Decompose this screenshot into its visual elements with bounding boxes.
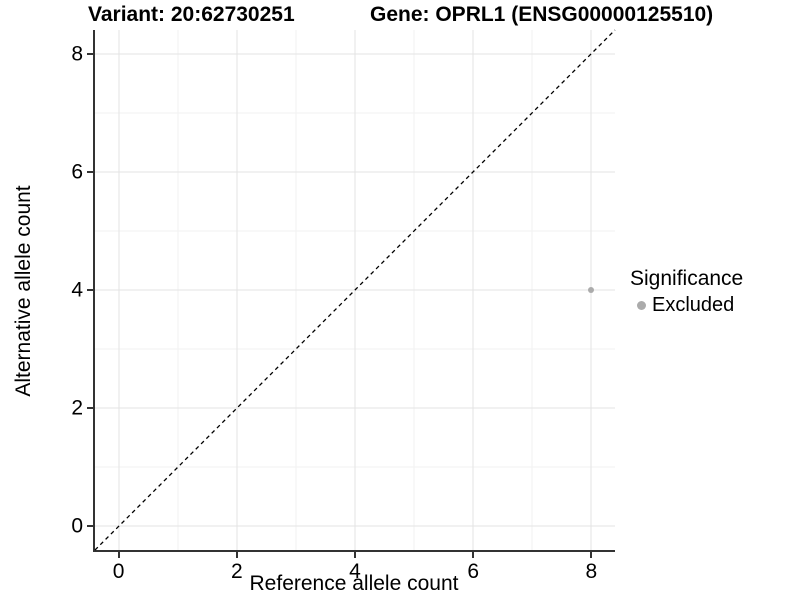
y-major-gridline xyxy=(95,407,615,409)
legend: Significance Excluded xyxy=(630,266,743,317)
x-tick-label: 6 xyxy=(467,560,480,583)
plot-panel: 0 2 4 6 8 0 2 4 6 8 xyxy=(71,30,615,583)
y-tick-label: 8 xyxy=(71,42,83,66)
y-tick-mark xyxy=(87,52,93,55)
y-tick-mark xyxy=(87,407,93,410)
x-tick-mark xyxy=(472,552,475,558)
y-tick-mark xyxy=(87,525,93,528)
y-major-gridline xyxy=(95,525,615,527)
legend-item-label: Excluded xyxy=(652,294,735,316)
y-tick-label: 4 xyxy=(71,278,83,302)
x-tick-mark xyxy=(590,552,593,558)
identity-dashed-line xyxy=(95,30,615,550)
y-tick-label: 6 xyxy=(71,160,83,184)
y-tick-label: 0 xyxy=(71,514,83,538)
data-point xyxy=(588,287,595,293)
x-tick-mark xyxy=(117,552,120,558)
y-major-gridline xyxy=(95,53,615,55)
y-tick-mark xyxy=(87,170,93,173)
y-axis-title: Alternative allele count xyxy=(12,185,35,397)
x-tick-label: 0 xyxy=(112,560,125,583)
plot-title-variant: Variant: 20:62730251 xyxy=(88,3,295,26)
y-tick-mark xyxy=(87,289,93,291)
x-tick-mark xyxy=(235,552,238,558)
identity-line-layer xyxy=(95,30,615,550)
x-tick-mark xyxy=(354,552,356,558)
y-tick-label: 2 xyxy=(71,396,83,420)
y-major-gridline xyxy=(95,171,615,173)
legend-marker-circle-icon xyxy=(637,300,646,310)
legend-title: Significance xyxy=(630,267,744,290)
x-axis-title: Reference allele count xyxy=(249,572,459,595)
legend-item-excluded: Excluded xyxy=(637,293,743,317)
plot-title-gene: Gene: OPRL1 (ENSG00000125510) xyxy=(370,3,714,26)
x-tick-label: 8 xyxy=(585,560,598,583)
x-tick-label: 4 xyxy=(349,560,361,583)
x-tick-label: 2 xyxy=(230,560,243,583)
